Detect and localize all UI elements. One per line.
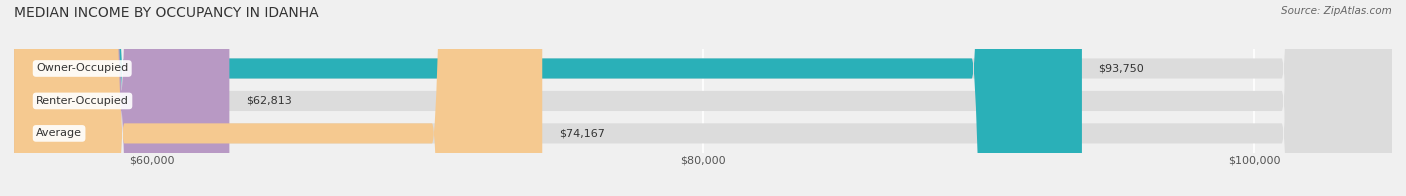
Text: Renter-Occupied: Renter-Occupied — [37, 96, 129, 106]
Text: Average: Average — [37, 128, 82, 138]
FancyBboxPatch shape — [14, 0, 1083, 196]
FancyBboxPatch shape — [14, 0, 229, 196]
Text: $62,813: $62,813 — [246, 96, 291, 106]
FancyBboxPatch shape — [14, 0, 543, 196]
FancyBboxPatch shape — [14, 0, 1392, 196]
Text: $93,750: $93,750 — [1098, 64, 1144, 74]
Text: Source: ZipAtlas.com: Source: ZipAtlas.com — [1281, 6, 1392, 16]
Text: MEDIAN INCOME BY OCCUPANCY IN IDANHA: MEDIAN INCOME BY OCCUPANCY IN IDANHA — [14, 6, 319, 20]
FancyBboxPatch shape — [14, 0, 1392, 196]
Text: Owner-Occupied: Owner-Occupied — [37, 64, 128, 74]
FancyBboxPatch shape — [14, 0, 1392, 196]
Text: $74,167: $74,167 — [558, 128, 605, 138]
